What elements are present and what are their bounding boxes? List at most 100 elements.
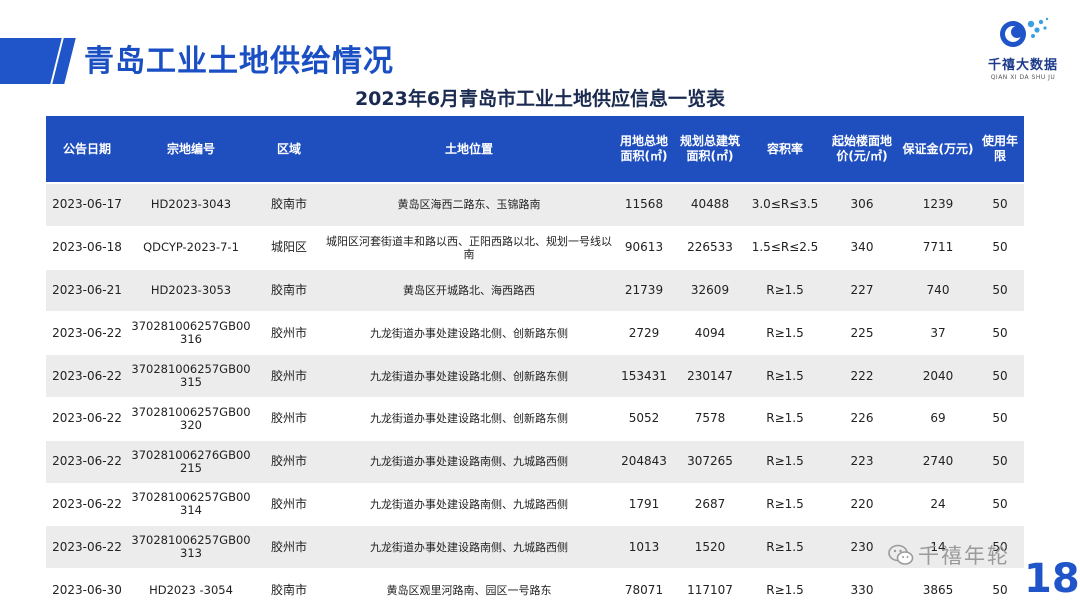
table-cell: 78071 bbox=[614, 568, 674, 612]
column-header: 公告日期 bbox=[46, 116, 128, 184]
column-header: 宗地编号 bbox=[128, 116, 254, 184]
table-cell: 370281006257GB00320 bbox=[128, 397, 254, 441]
table-row: 2023-06-30 HD2023 -3054 胶南市 黄岛区观里河路南、园区一号路东… bbox=[46, 568, 1024, 612]
table-cell: 230147 bbox=[674, 354, 746, 398]
table-cell: 204843 bbox=[614, 440, 674, 484]
column-header: 使用年限 bbox=[976, 116, 1024, 184]
table-row: 2023-06-18 QDCYP-2023-7-1 城阳区 城阳区河套街道丰和路以西、… bbox=[46, 226, 1024, 270]
table-cell: R≥1.5 bbox=[746, 311, 824, 356]
column-header: 容积率 bbox=[746, 116, 824, 184]
table-cell: 370281006257GB00314 bbox=[128, 483, 254, 527]
table-cell: 307265 bbox=[674, 440, 746, 484]
table-cell: 21739 bbox=[614, 269, 674, 313]
table-cell: 1013 bbox=[614, 525, 674, 570]
table-cell: 370281006276GB00215 bbox=[128, 440, 254, 484]
table-cell: 226 bbox=[824, 397, 900, 441]
table-cell: 50 bbox=[976, 354, 1024, 398]
table-cell: 九龙街道办事处建设路南侧、九城路西侧 bbox=[324, 483, 614, 527]
table-cell: 2023-06-30 bbox=[46, 568, 128, 612]
watermark-text: 千禧年轮 bbox=[918, 544, 1010, 568]
table-body: 2023-06-17 HD2023-3043 胶南市 黄岛区海西二路东、玉锦路南 115… bbox=[46, 183, 1024, 612]
table-cell: 37 bbox=[900, 311, 976, 356]
table-cell: 2023-06-17 bbox=[46, 183, 128, 227]
table-cell: 14 bbox=[900, 525, 976, 570]
land-supply-table: 公告日期 宗地编号 区域 土地位置 用地总地 面积(㎡) 规划总建筑 面积(㎡) 容积率 起始楼面… bbox=[46, 116, 1024, 612]
table-cell: 50 bbox=[976, 397, 1024, 441]
table-cell: 227 bbox=[824, 269, 900, 313]
column-header: 保证金(万元) bbox=[900, 116, 976, 184]
table-cell: 城阳区河套街道丰和路以西、正阳西路以北、规划一号线以南 bbox=[324, 226, 614, 270]
table-cell: 2023-06-22 bbox=[46, 483, 128, 527]
table-cell: 胶州市 bbox=[254, 440, 324, 484]
table-cell: HD2023 -3054 bbox=[128, 568, 254, 612]
table-cell: 2023-06-22 bbox=[46, 525, 128, 570]
table-cell: 50 bbox=[976, 226, 1024, 270]
table-cell: 370281006257GB00316 bbox=[128, 311, 254, 356]
table-cell: 226533 bbox=[674, 226, 746, 270]
table-row: 2023-06-22 370281006257GB00315 胶州市 九龙街道办事处建… bbox=[46, 354, 1024, 398]
table-cell: 2023-06-21 bbox=[46, 269, 128, 313]
logo-subtitle: QIAN XI DA SHU JU bbox=[990, 74, 1056, 81]
table-cell: R≥1.5 bbox=[746, 397, 824, 441]
table-cell: 153431 bbox=[614, 354, 674, 398]
table-cell: 黄岛区观里河路南、园区一号路东 bbox=[324, 568, 614, 612]
table-cell: 黄岛区海西二路东、玉锦路南 bbox=[324, 183, 614, 227]
table-cell: QDCYP-2023-7-1 bbox=[128, 226, 254, 270]
logo-name: 千禧大数据 bbox=[987, 58, 1058, 73]
table-cell: R≥1.5 bbox=[746, 354, 824, 398]
table-cell: 2040 bbox=[900, 354, 976, 398]
table-cell: 32609 bbox=[674, 269, 746, 313]
table-cell: 九龙街道办事处建设路南侧、九城路西侧 bbox=[324, 440, 614, 484]
table-cell: 九龙街道办事处建设路北侧、创新路东侧 bbox=[324, 354, 614, 398]
table-cell: 50 bbox=[976, 483, 1024, 527]
table-cell: 胶州市 bbox=[254, 525, 324, 570]
table-cell: 九龙街道办事处建设路南侧、九城路西侧 bbox=[324, 525, 614, 570]
table-cell: 胶州市 bbox=[254, 397, 324, 441]
table-cell: R≥1.5 bbox=[746, 269, 824, 313]
table-cell: 50 bbox=[976, 568, 1024, 612]
table-cell: 2023-06-22 bbox=[46, 440, 128, 484]
table-cell: 69 bbox=[900, 397, 976, 441]
table-cell: 1.5≤R≤2.5 bbox=[746, 226, 824, 270]
column-header: 用地总地 面积(㎡) bbox=[614, 116, 674, 184]
table-row: 2023-06-17 HD2023-3043 胶南市 黄岛区海西二路东、玉锦路南 115… bbox=[46, 183, 1024, 227]
table-row: 2023-06-22 370281006276GB00215 胶州市 九龙街道办事处建… bbox=[46, 440, 1024, 484]
table-cell: 2023-06-22 bbox=[46, 397, 128, 441]
table-cell: 24 bbox=[900, 483, 976, 527]
wechat-icon bbox=[888, 544, 914, 571]
table-cell: 7578 bbox=[674, 397, 746, 441]
table-cell: 2740 bbox=[900, 440, 976, 484]
table-cell: 1791 bbox=[614, 483, 674, 527]
table-cell: R≥1.5 bbox=[746, 568, 824, 612]
table-cell: R≥1.5 bbox=[746, 440, 824, 484]
table-cell: 11568 bbox=[614, 183, 674, 227]
table-cell: 220 bbox=[824, 483, 900, 527]
table-cell: 225 bbox=[824, 311, 900, 356]
table-cell: 222 bbox=[824, 354, 900, 398]
table-cell: 城阳区 bbox=[254, 226, 324, 270]
column-header: 规划总建筑 面积(㎡) bbox=[674, 116, 746, 184]
table-cell: 1239 bbox=[900, 183, 976, 227]
page-title: 青岛工业土地供给情况 bbox=[84, 44, 394, 79]
table-cell: R≥1.5 bbox=[746, 525, 824, 570]
table-cell: 胶南市 bbox=[254, 568, 324, 612]
watermark: 千禧年轮 bbox=[888, 540, 1010, 571]
table-cell: 50 bbox=[976, 440, 1024, 484]
column-header: 区域 bbox=[254, 116, 324, 184]
table-row: 2023-06-22 370281006257GB00320 胶州市 九龙街道办事处建… bbox=[46, 397, 1024, 441]
table-row: 2023-06-22 370281006257GB00314 胶州市 九龙街道办事处建… bbox=[46, 483, 1024, 527]
table-cell: 胶州市 bbox=[254, 311, 324, 356]
logo-dots-icon bbox=[1000, 17, 1049, 47]
table-header-row: 公告日期 宗地编号 区域 土地位置 用地总地 面积(㎡) 规划总建筑 面积(㎡) 容积率 起始楼面… bbox=[46, 116, 1024, 184]
table-cell: 2687 bbox=[674, 483, 746, 527]
table-cell: 3.0≤R≤3.5 bbox=[746, 183, 824, 227]
table-cell: 4094 bbox=[674, 311, 746, 356]
table-cell: 胶南市 bbox=[254, 183, 324, 227]
table-cell: 370281006257GB00313 bbox=[128, 525, 254, 570]
table-cell: 胶南市 bbox=[254, 269, 324, 313]
table-cell: 370281006257GB00315 bbox=[128, 354, 254, 398]
table-cell: 50 bbox=[976, 525, 1024, 570]
table-cell: 2023-06-22 bbox=[46, 311, 128, 356]
table-row: 2023-06-21 HD2023-3053 胶南市 黄岛区开城路北、海西路西 2173… bbox=[46, 269, 1024, 313]
table-title: 2023年6月青岛市工业土地供应信息一览表 bbox=[354, 88, 726, 110]
